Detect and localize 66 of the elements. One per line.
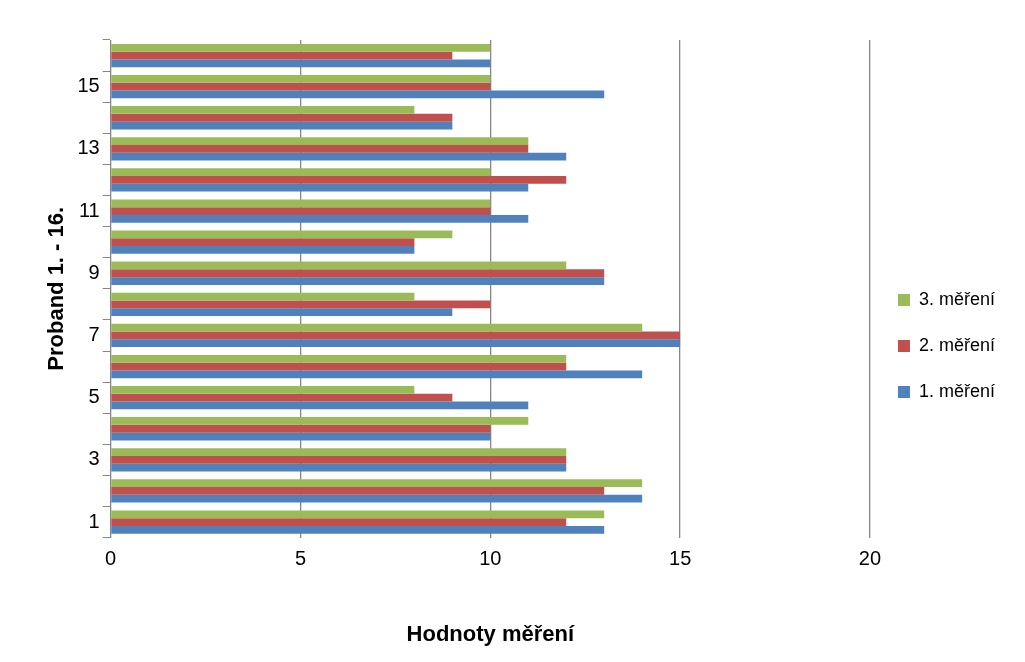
bar [111, 292, 415, 301]
bar [111, 487, 605, 495]
bar [111, 463, 567, 472]
bar [111, 455, 567, 464]
legend-label: 3. měření [918, 288, 996, 309]
bar [111, 199, 491, 208]
bar [111, 59, 491, 68]
bar [111, 432, 491, 441]
bar [111, 370, 643, 379]
bar [111, 300, 491, 309]
y-tick-label: 5 [88, 385, 100, 408]
bar [111, 518, 567, 526]
x-tick-label: 15 [669, 547, 692, 570]
x-tick-label: 10 [479, 547, 502, 570]
y-tick-label: 15 [77, 74, 100, 97]
bar [111, 354, 567, 363]
bar [111, 74, 491, 83]
bar [111, 246, 415, 254]
y-tick-label: 7 [88, 322, 100, 345]
x-tick-label: 20 [858, 547, 882, 570]
bar [111, 277, 605, 285]
bar [111, 393, 453, 402]
bar [111, 362, 567, 371]
y-tick-label: 9 [88, 260, 100, 283]
bar [111, 137, 529, 145]
x-tick-label: 0 [105, 547, 117, 570]
y-tick-label: 13 [77, 136, 100, 159]
bar [111, 168, 491, 177]
y-tick-label: 3 [88, 447, 100, 470]
bar [111, 479, 643, 488]
bar [111, 494, 643, 503]
bar [111, 308, 453, 317]
x-axis-title: Hodnoty měření [406, 620, 575, 646]
x-tick-label: 5 [294, 547, 307, 570]
bar [111, 339, 681, 348]
bar [111, 525, 605, 534]
bar [111, 331, 681, 340]
bar [111, 214, 529, 223]
bar [111, 152, 567, 161]
bar [111, 269, 605, 278]
bar [111, 51, 453, 60]
bar [111, 90, 605, 99]
bar [111, 106, 415, 114]
bar [111, 176, 567, 184]
legend-label: 2. měření [918, 334, 996, 355]
bar [111, 510, 605, 519]
bar [111, 238, 415, 247]
bar [111, 417, 529, 425]
bar [111, 113, 453, 122]
bar [111, 43, 491, 52]
bar [111, 323, 643, 332]
y-tick-label: 1 [88, 509, 100, 532]
bar [111, 385, 415, 394]
bar [111, 448, 567, 456]
bar [111, 183, 529, 192]
bar [111, 82, 491, 91]
y-axis-title: Proband 1. - 16. [43, 206, 69, 371]
y-tick-label: 11 [78, 198, 100, 221]
legend-label: 1. měření [918, 380, 996, 401]
bar [111, 230, 453, 239]
bar [111, 424, 491, 433]
bar [111, 121, 453, 130]
bar [111, 144, 529, 153]
bar [111, 261, 567, 270]
bar [111, 207, 491, 215]
bar [111, 401, 529, 410]
